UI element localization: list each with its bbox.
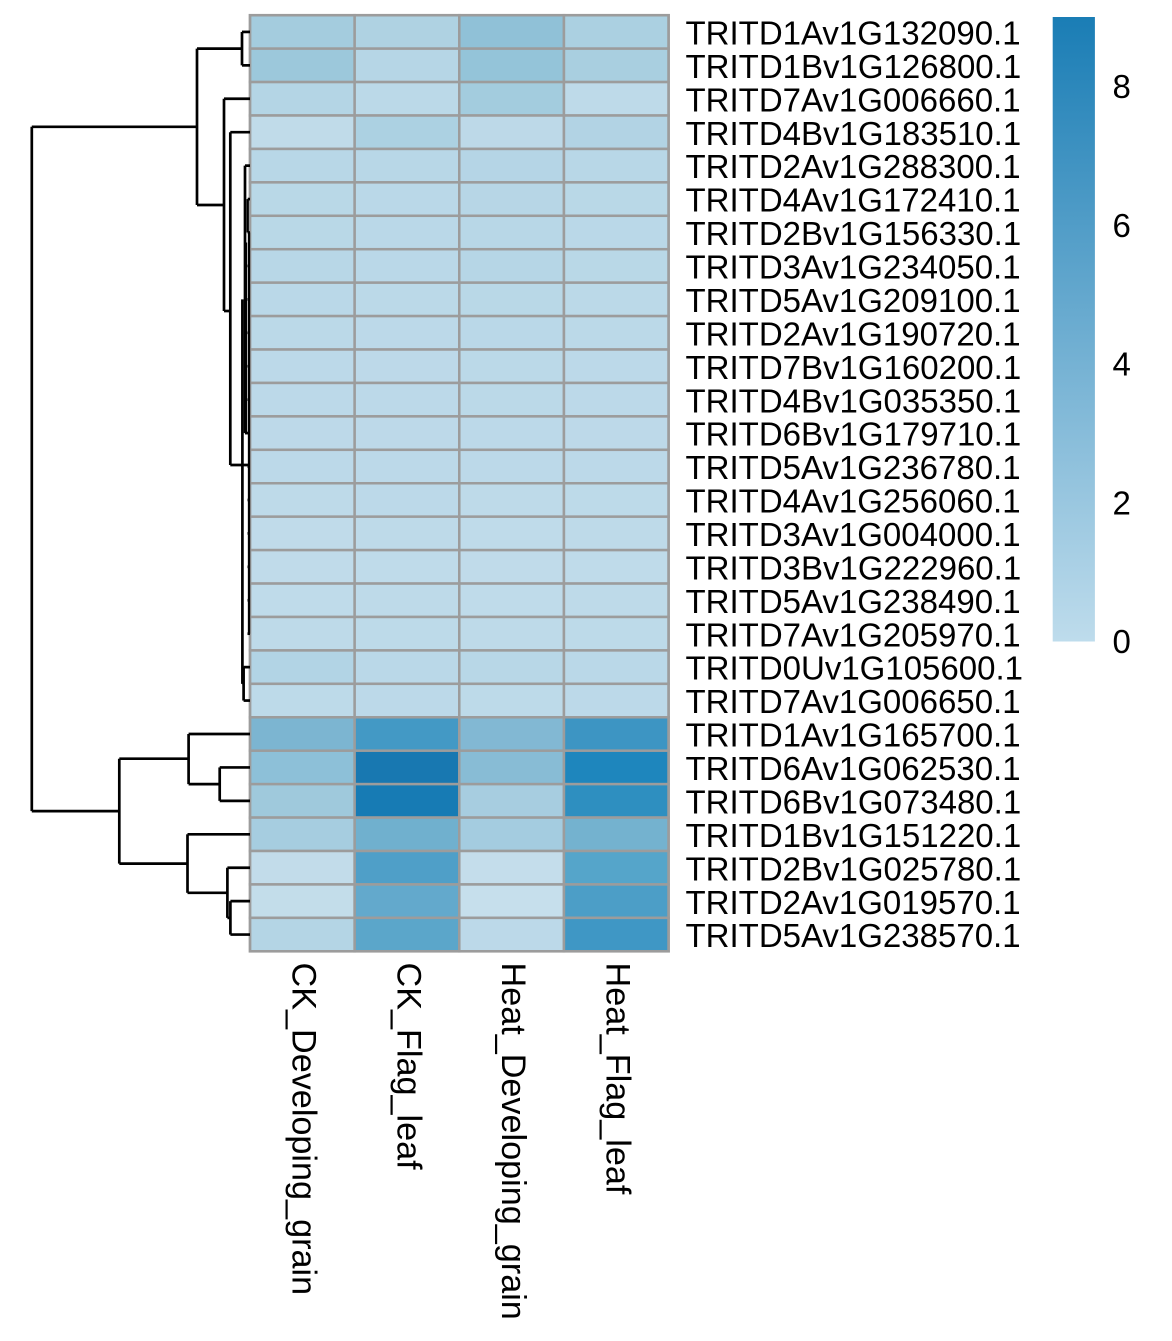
svg-text:TRITD4Av1G256060.1: TRITD4Av1G256060.1 (686, 483, 1021, 520)
svg-text:Heat_Flag_leaf: Heat_Flag_leaf (599, 963, 637, 1195)
svg-text:8: 8 (1113, 68, 1131, 105)
svg-text:TRITD1Bv1G126800.1: TRITD1Bv1G126800.1 (686, 48, 1022, 85)
svg-text:TRITD2Av1G190720.1: TRITD2Av1G190720.1 (686, 315, 1021, 352)
svg-text:TRITD1Bv1G151220.1: TRITD1Bv1G151220.1 (686, 817, 1022, 854)
svg-text:Heat_Developing_grain: Heat_Developing_grain (494, 963, 532, 1320)
svg-text:TRITD7Av1G205970.1: TRITD7Av1G205970.1 (686, 616, 1021, 653)
svg-text:TRITD3Av1G004000.1: TRITD3Av1G004000.1 (686, 516, 1021, 553)
svg-text:TRITD5Av1G236780.1: TRITD5Av1G236780.1 (686, 449, 1021, 486)
svg-text:TRITD6Bv1G073480.1: TRITD6Bv1G073480.1 (686, 783, 1022, 820)
svg-text:TRITD7Av1G006660.1: TRITD7Av1G006660.1 (686, 81, 1021, 118)
svg-text:TRITD5Av1G238490.1: TRITD5Av1G238490.1 (686, 583, 1021, 620)
svg-text:4: 4 (1113, 346, 1131, 383)
svg-text:TRITD2Bv1G156330.1: TRITD2Bv1G156330.1 (686, 215, 1022, 252)
svg-text:TRITD3Av1G234050.1: TRITD3Av1G234050.1 (686, 249, 1021, 286)
svg-text:0: 0 (1113, 623, 1131, 660)
svg-text:TRITD1Av1G132090.1: TRITD1Av1G132090.1 (686, 15, 1021, 52)
svg-text:TRITD5Av1G238570.1: TRITD5Av1G238570.1 (686, 917, 1021, 954)
svg-text:CK_Flag_leaf: CK_Flag_leaf (389, 963, 427, 1171)
svg-text:TRITD3Bv1G222960.1: TRITD3Bv1G222960.1 (686, 549, 1022, 586)
svg-text:TRITD1Av1G165700.1: TRITD1Av1G165700.1 (686, 717, 1021, 754)
svg-text:TRITD7Bv1G160200.1: TRITD7Bv1G160200.1 (686, 349, 1022, 386)
svg-text:TRITD4Bv1G035350.1: TRITD4Bv1G035350.1 (686, 382, 1022, 419)
svg-text:TRITD0Uv1G105600.1: TRITD0Uv1G105600.1 (686, 650, 1024, 687)
svg-text:TRITD4Bv1G183510.1: TRITD4Bv1G183510.1 (686, 115, 1022, 152)
svg-text:TRITD5Av1G209100.1: TRITD5Av1G209100.1 (686, 282, 1021, 319)
svg-text:TRITD2Av1G019570.1: TRITD2Av1G019570.1 (686, 884, 1021, 921)
svg-text:TRITD6Bv1G179710.1: TRITD6Bv1G179710.1 (686, 416, 1022, 453)
svg-text:TRITD6Av1G062530.1: TRITD6Av1G062530.1 (686, 750, 1021, 787)
svg-text:TRITD2Bv1G025780.1: TRITD2Bv1G025780.1 (686, 850, 1022, 887)
svg-text:TRITD4Av1G172410.1: TRITD4Av1G172410.1 (686, 182, 1021, 219)
svg-text:TRITD2Av1G288300.1: TRITD2Av1G288300.1 (686, 148, 1021, 185)
svg-text:CK_Developing_grain: CK_Developing_grain (285, 963, 323, 1296)
svg-text:6: 6 (1113, 207, 1131, 244)
svg-text:2: 2 (1113, 484, 1131, 521)
svg-text:TRITD7Av1G006650.1: TRITD7Av1G006650.1 (686, 683, 1021, 720)
